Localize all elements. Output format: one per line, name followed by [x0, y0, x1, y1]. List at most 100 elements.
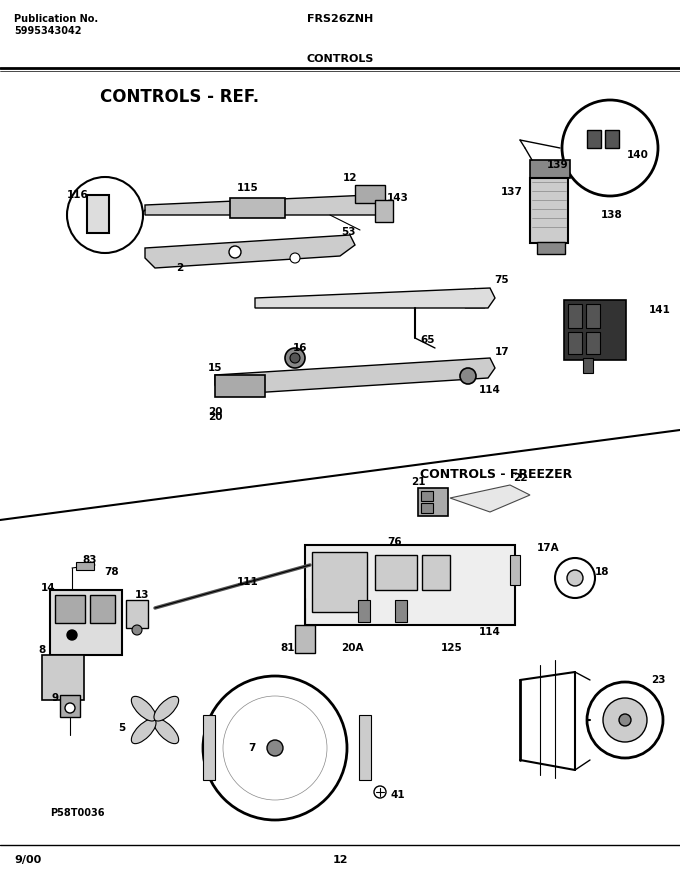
Text: 20A: 20A — [341, 643, 363, 653]
Text: 114: 114 — [479, 385, 501, 395]
Text: 111: 111 — [237, 577, 259, 587]
Bar — [421, 491, 433, 501]
Bar — [586, 332, 600, 354]
Bar — [395, 600, 407, 622]
Circle shape — [203, 676, 347, 820]
Bar — [530, 178, 568, 243]
Bar — [42, 655, 84, 700]
Text: 78: 78 — [105, 567, 119, 577]
Text: 141: 141 — [649, 305, 671, 315]
Polygon shape — [465, 288, 485, 308]
Bar — [375, 555, 417, 590]
Bar — [422, 555, 450, 590]
Text: 8: 8 — [38, 645, 46, 655]
Bar — [510, 555, 520, 585]
Bar — [230, 198, 285, 218]
Text: 5: 5 — [118, 723, 126, 733]
Circle shape — [460, 368, 476, 384]
Circle shape — [290, 253, 300, 263]
Bar — [358, 600, 370, 622]
Circle shape — [619, 714, 631, 726]
Polygon shape — [145, 235, 355, 268]
Text: 5995343042: 5995343042 — [14, 26, 82, 36]
Polygon shape — [255, 288, 495, 308]
Text: 23: 23 — [651, 675, 665, 685]
Text: 65: 65 — [421, 335, 435, 345]
Text: 138: 138 — [601, 210, 623, 220]
Bar — [537, 242, 565, 254]
Text: 22: 22 — [513, 473, 527, 483]
Text: 125: 125 — [441, 643, 463, 653]
Text: 83: 83 — [83, 555, 97, 565]
Circle shape — [229, 246, 241, 258]
Text: 12: 12 — [343, 173, 357, 183]
Bar — [568, 332, 582, 354]
Bar — [215, 375, 265, 397]
Text: 53: 53 — [341, 227, 355, 237]
Polygon shape — [215, 358, 495, 395]
Bar — [418, 488, 448, 516]
Text: 13: 13 — [135, 590, 149, 600]
Ellipse shape — [131, 696, 156, 721]
Circle shape — [603, 698, 647, 742]
Text: 116: 116 — [67, 190, 89, 200]
Text: 139: 139 — [547, 160, 568, 170]
Text: 143: 143 — [387, 193, 409, 203]
Bar — [586, 304, 600, 328]
Text: 2: 2 — [176, 263, 184, 273]
Bar — [355, 185, 385, 203]
Text: 114: 114 — [479, 627, 501, 637]
Text: 18: 18 — [595, 567, 609, 577]
Circle shape — [67, 630, 77, 640]
Circle shape — [132, 625, 142, 635]
Text: 137: 137 — [501, 187, 523, 197]
Circle shape — [562, 100, 658, 196]
Polygon shape — [450, 485, 530, 512]
Bar — [76, 562, 94, 570]
Text: 81: 81 — [281, 643, 295, 653]
Text: 9/00: 9/00 — [14, 855, 41, 865]
Bar — [50, 590, 122, 655]
Text: CONTROLS: CONTROLS — [306, 54, 374, 64]
Bar — [359, 715, 371, 780]
Bar — [568, 304, 582, 328]
Ellipse shape — [131, 719, 156, 744]
Bar — [583, 358, 593, 373]
Circle shape — [555, 558, 595, 598]
Bar — [90, 595, 115, 623]
Text: 75: 75 — [494, 275, 509, 285]
Circle shape — [587, 682, 663, 758]
Circle shape — [285, 348, 305, 368]
Bar — [530, 160, 570, 178]
Text: Publication No.: Publication No. — [14, 14, 98, 24]
Bar — [87, 195, 109, 233]
Text: FRS26ZNH: FRS26ZNH — [307, 14, 373, 24]
Text: 9: 9 — [52, 693, 58, 703]
Bar — [312, 552, 367, 612]
Circle shape — [290, 353, 300, 363]
Circle shape — [374, 786, 386, 798]
Bar — [564, 300, 626, 360]
Bar — [295, 625, 315, 653]
Text: 20: 20 — [208, 412, 222, 422]
Text: 21: 21 — [411, 477, 425, 487]
Text: 76: 76 — [388, 537, 403, 547]
Text: 14: 14 — [41, 583, 55, 593]
Circle shape — [567, 570, 583, 586]
Text: CONTROLS - FREEZER: CONTROLS - FREEZER — [420, 468, 573, 481]
Ellipse shape — [154, 719, 179, 744]
Bar — [126, 600, 148, 628]
Text: 16: 16 — [293, 343, 307, 353]
Bar — [55, 595, 85, 623]
Circle shape — [150, 715, 160, 725]
Text: 140: 140 — [627, 150, 649, 160]
Text: 41: 41 — [391, 790, 405, 800]
Polygon shape — [145, 195, 390, 215]
Text: 20: 20 — [208, 407, 222, 417]
Bar — [305, 545, 515, 625]
Circle shape — [67, 177, 143, 253]
Bar — [375, 200, 393, 222]
Text: 115: 115 — [237, 183, 259, 193]
Text: CONTROLS - REF.: CONTROLS - REF. — [100, 88, 259, 106]
Circle shape — [267, 740, 283, 756]
